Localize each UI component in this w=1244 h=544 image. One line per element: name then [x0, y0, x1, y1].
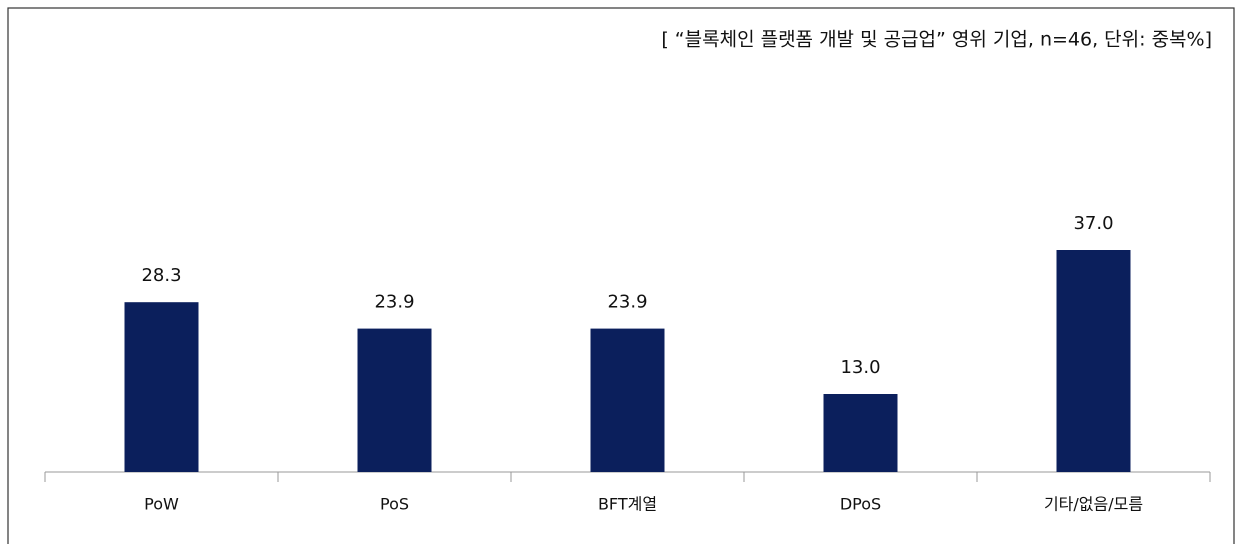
x-tick-label: 기타/없음/모름 — [1044, 495, 1143, 514]
value-label: 23.9 — [607, 292, 647, 313]
value-label: 28.3 — [141, 265, 181, 286]
bar — [590, 328, 665, 472]
bar — [823, 394, 898, 472]
x-tick-label: DPoS — [840, 495, 881, 514]
frame — [7, 7, 1235, 544]
chart-title: [ “블록체인 플랫폼 개발 및 공급업” 영위 기업, n=46, 단위: 중… — [661, 29, 1212, 51]
x-tick-label: PoS — [380, 495, 409, 514]
value-label: 13.0 — [840, 357, 880, 378]
bar — [124, 302, 199, 472]
x-tick-label: BFT계열 — [598, 495, 657, 514]
bar — [1056, 250, 1131, 472]
value-label: 37.0 — [1073, 213, 1113, 234]
x-tick-label: PoW — [144, 495, 179, 514]
value-label: 23.9 — [374, 292, 414, 313]
bar — [357, 328, 432, 472]
